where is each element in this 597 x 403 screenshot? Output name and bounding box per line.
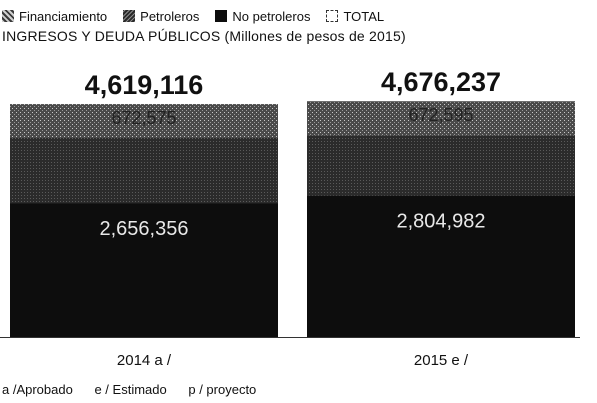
legend-item-petroleros: Petroleros: [123, 9, 199, 24]
bar-total-label: 4,619,116: [85, 70, 204, 100]
bar-total-label: 4,676,237: [381, 67, 501, 97]
bar-segment-no-petroleros: [307, 195, 575, 337]
bar-value-label-financiamiento: 672,595: [408, 105, 473, 125]
bar-value-label-no-petroleros: 2,804,982: [397, 211, 486, 233]
legend-label-no-petroleros: No petroleros: [232, 8, 311, 24]
bar-segment-financiamiento: [307, 101, 575, 136]
legend-swatch-no-petroleros: [215, 10, 228, 22]
bar-segment-no-petroleros: [10, 203, 278, 337]
bar-value-label-financiamiento: 672,575: [111, 108, 176, 128]
legend-swatch-total: [326, 10, 339, 22]
legend-item-no-petroleros: No petroleros: [215, 9, 310, 24]
legend-swatch-financiamiento: [2, 10, 14, 22]
legend-label-total: TOTAL: [343, 8, 385, 24]
bar-value-label-no-petroleros: 2,656,356: [100, 218, 189, 240]
chart-legend: Financiamiento Petroleros No petroleros …: [2, 6, 400, 26]
legend-item-financiamiento: Financiamiento: [2, 9, 107, 24]
legend-swatch-petroleros: [123, 10, 136, 22]
x-tick-label: 2014 a /: [117, 352, 172, 369]
note-proyecto: p / proyecto: [188, 382, 257, 397]
chart-title: INGRESOS Y DEUDA PÚBLICOS (Millones de p…: [2, 28, 406, 44]
bar-segment-petroleros: [307, 135, 575, 196]
bar-segment-petroleros: [10, 137, 278, 204]
bar-segment-financiamiento: [10, 104, 278, 138]
note-estimado: e / Estimado: [94, 382, 167, 397]
legend-label-petroleros: Petroleros: [140, 8, 200, 24]
chart-notes: a /Aprobado e / Estimado p / proyecto: [2, 382, 274, 397]
note-aprobado: a /Aprobado: [2, 382, 73, 397]
legend-item-total: TOTAL: [326, 9, 384, 24]
legend-label-financiamiento: Financiamiento: [19, 8, 108, 24]
x-tick-label: 2015 e /: [414, 352, 469, 369]
